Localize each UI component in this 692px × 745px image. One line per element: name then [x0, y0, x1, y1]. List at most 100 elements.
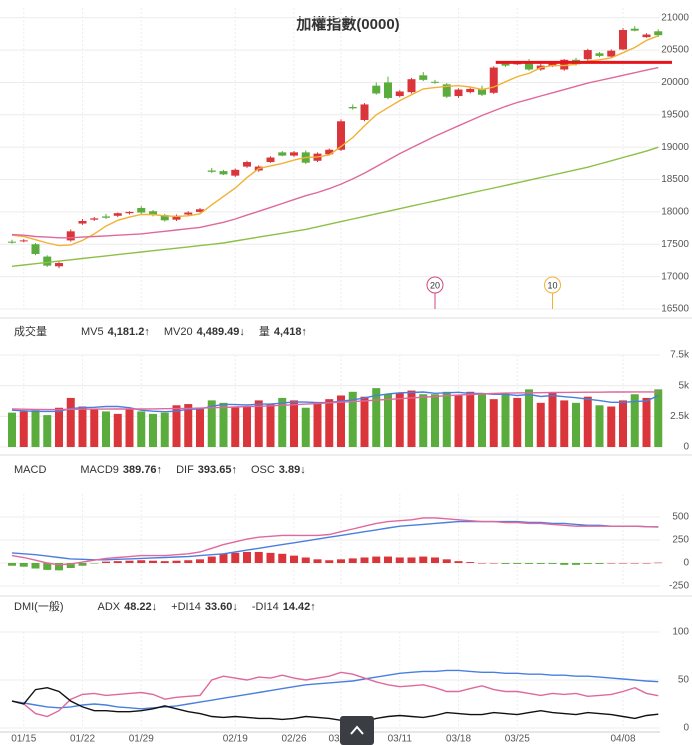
volume-bar: [313, 402, 322, 447]
osc-bar: [207, 556, 216, 563]
marker-label: 20: [430, 280, 440, 290]
osc-bar: [642, 563, 651, 564]
osc-bar: [595, 563, 604, 564]
candle-body: [583, 50, 592, 60]
volume-bar: [384, 394, 392, 447]
osc-bar: [454, 561, 463, 563]
osc-bar: [560, 563, 569, 565]
osc-bar: [630, 563, 639, 564]
osc-bar: [489, 563, 498, 564]
candle-body: [207, 170, 216, 172]
volume-bar: [196, 408, 204, 447]
candle-body: [43, 256, 52, 266]
volume-bar: [301, 407, 310, 447]
toggle-button[interactable]: [340, 716, 374, 745]
y-tick-label: 0: [683, 723, 689, 734]
osc-bar: [348, 558, 357, 563]
chart-title: 加權指數(0000): [295, 15, 399, 33]
osc-bar: [478, 563, 486, 564]
candle-body: [442, 84, 451, 97]
y-tick-label: 20000: [661, 77, 689, 88]
candle-body: [149, 211, 157, 216]
volume-bar: [560, 400, 569, 447]
volume-bar: [90, 408, 99, 447]
candle-body: [90, 218, 99, 220]
y-tick-label: 250: [672, 535, 689, 546]
volume-bar: [243, 406, 251, 447]
osc-bar: [78, 563, 87, 566]
candle-body: [19, 240, 28, 242]
legend-text: 3.89↓: [279, 464, 306, 476]
x-tick-label: 03/11: [388, 734, 413, 745]
y-tick-label: 21000: [661, 12, 689, 23]
y-tick-label: 18500: [661, 174, 689, 185]
candle-body: [360, 104, 369, 120]
volume-bar: [78, 406, 87, 447]
osc-bar: [372, 556, 381, 563]
candle-body: [337, 121, 345, 150]
y-tick-label: 7.5k: [670, 350, 690, 361]
candle-body: [66, 231, 75, 241]
osc-bar: [55, 563, 63, 571]
line: [11, 686, 659, 722]
osc-bar: [137, 560, 146, 563]
x-tick-label: 01/22: [70, 734, 95, 745]
legend-text: 33.60↓: [205, 601, 238, 613]
osc-bar: [572, 563, 580, 565]
osc-bar: [431, 557, 439, 563]
volume-bar: [595, 405, 604, 447]
volume-bar: [642, 397, 651, 447]
volume-bar: [113, 413, 122, 447]
volume-bar: [149, 413, 157, 447]
x-tick-label: 04/08: [610, 734, 635, 745]
legend-text: 量: [259, 325, 270, 338]
volume-bar: [31, 410, 40, 447]
y-tick-label: 17500: [661, 239, 689, 250]
volume-bar: [290, 400, 298, 447]
y-tick-label: 500: [672, 512, 689, 523]
x-tick-label: 03/18: [446, 734, 471, 745]
osc-bar: [254, 551, 263, 563]
candle-body: [266, 157, 275, 163]
legend-text: 4,418↑: [274, 326, 307, 338]
candle-body: [278, 152, 287, 156]
volume-bar: [583, 396, 592, 447]
volume-bar: [337, 395, 345, 447]
candle-body: [290, 152, 298, 156]
osc-bar: [266, 552, 275, 563]
candle-body: [619, 30, 627, 50]
osc-bar: [160, 561, 169, 563]
osc-bar: [31, 563, 40, 569]
volume-bar: [43, 415, 52, 447]
volume-bar: [184, 404, 193, 447]
osc-bar: [149, 560, 157, 563]
candle-body: [219, 171, 228, 175]
volume-bar: [407, 390, 416, 447]
y-tick-label: 0: [683, 558, 689, 569]
volume-bar: [572, 402, 580, 447]
legend-text: MACD: [14, 464, 46, 476]
x-tick-label: 02/19: [223, 734, 248, 745]
candle-body: [478, 88, 486, 95]
candle-body: [384, 82, 392, 98]
volume-bar: [607, 406, 616, 447]
candle-body: [454, 89, 463, 97]
osc-bar: [466, 562, 475, 563]
legend-text: 48.22↓: [124, 601, 157, 613]
volume-bar: [478, 393, 486, 447]
volume-bar: [137, 411, 146, 447]
osc-bar: [548, 563, 557, 564]
osc-bar: [172, 560, 181, 563]
line: [11, 517, 659, 566]
volume-bar: [454, 395, 463, 447]
legend-text: 4,489.49↓: [197, 326, 245, 338]
osc-bar: [90, 563, 99, 564]
y-tick-label: 16500: [661, 304, 689, 315]
candle-body: [160, 215, 169, 221]
line: [11, 66, 659, 239]
osc-bar: [513, 563, 522, 564]
legend-text: 14.42↑: [283, 601, 316, 613]
volume-bar: [395, 393, 404, 447]
volume-bar: [513, 397, 522, 447]
